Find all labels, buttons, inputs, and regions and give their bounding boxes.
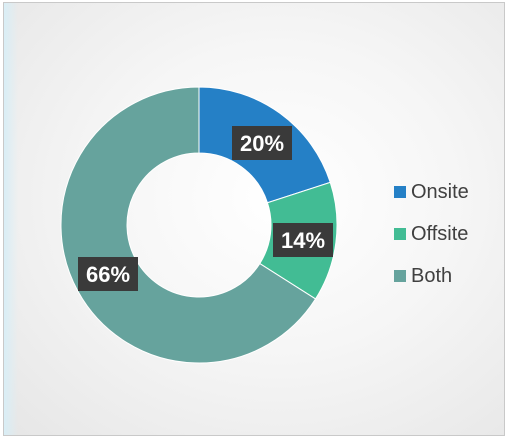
legend-label: Offsite xyxy=(411,222,469,245)
data-label-box xyxy=(232,126,292,160)
data-label-onsite: 20% xyxy=(232,126,292,160)
frame-accent xyxy=(4,3,18,435)
legend-label: Both xyxy=(411,264,453,287)
data-label-box xyxy=(78,257,138,291)
legend-item-offsite: Offsite xyxy=(394,213,504,255)
legend-swatch xyxy=(394,228,406,240)
data-label-value: 14% xyxy=(281,228,325,253)
data-label-both: 66% xyxy=(78,257,138,291)
data-label-value: 66% xyxy=(86,262,130,287)
legend-item-both: Both xyxy=(394,255,504,297)
slice-both xyxy=(60,86,317,364)
legend-item-onsite: Onsite xyxy=(394,171,504,213)
data-label-box xyxy=(273,223,333,257)
data-label-value: 20% xyxy=(240,131,284,156)
legend-swatch xyxy=(394,186,406,198)
legend-swatch xyxy=(394,270,406,282)
donut-chart: 20% 14% 66% xyxy=(60,86,338,364)
chart-legend: Onsite Offsite Both xyxy=(394,171,504,297)
chart-area: 20% 14% 66% Onsite Offsite Both xyxy=(3,2,505,436)
legend-label: Onsite xyxy=(411,180,469,203)
data-label-offsite: 14% xyxy=(273,223,333,257)
